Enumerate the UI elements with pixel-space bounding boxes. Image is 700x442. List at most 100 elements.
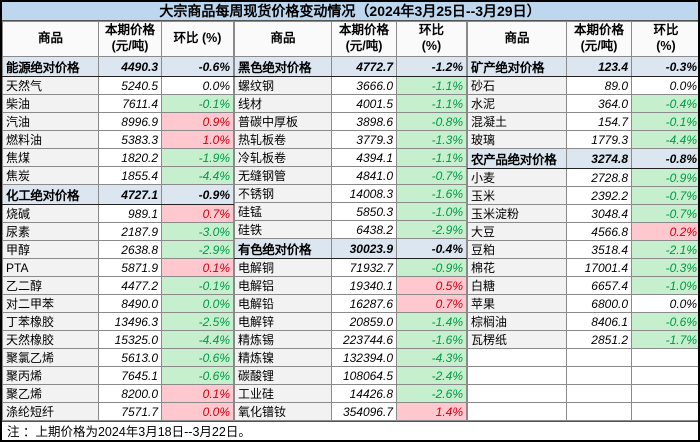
change-cell: -0.3% [631,56,698,77]
commodity-cell: 聚乙烯 [2,384,99,403]
price-cell: 4566.8 [566,222,632,241]
commodity-cell: 玉米淀粉 [467,204,567,223]
commodity-cell: 燃料油 [2,130,99,149]
commodity-cell [467,384,567,403]
commodity-cell: 玉米 [467,186,567,205]
change-cell: -1.3% [396,130,467,149]
commodity-header: 商品 [2,21,99,57]
change-cell: -0.3% [631,258,698,277]
commodity-cell: 天然气 [2,76,99,95]
table-row: 大豆 4566.8 0.2% [467,222,698,241]
table-row: 电解铜 71932.7 -0.9% [234,258,467,277]
price-cell: 2728.8 [566,168,632,187]
table-row: 对二甲苯 8490.0 0.0% [2,294,234,313]
commodity-cell: 硅锰 [234,202,332,221]
price-cell: 13496.3 [98,312,162,331]
table-row: 玉米 2392.2 -0.7% [467,186,698,205]
price-cell: 5613.0 [98,348,162,367]
change-cell: -2.4% [396,366,467,385]
table-row: 电解铅 16287.6 0.7% [234,294,467,313]
commodity-cell: 焦煤 [2,148,99,167]
section-row: 农产品绝对价格 3274.8 -0.8% [467,148,698,169]
commodity-cell: 棉花 [467,258,567,277]
price-header: 本期价格 (元/吨) [98,21,162,57]
commodity-cell: 热轧板卷 [234,130,332,149]
change-cell: 1.0% [161,130,234,149]
change-cell: -2.1% [631,240,698,259]
price-cell: 354096.7 [331,402,397,421]
footer-note: 注 ：上期价格为2024年3月18日--3月22日。 [2,421,698,440]
change-cell: -0.6% [631,312,698,331]
price-cell: 223744.6 [331,330,397,349]
header-row: 商品 本期价格 (元/吨) 环比 (%) [234,21,467,57]
table-row: 燃料油 5383.3 1.0% [2,130,234,149]
commodity-cell: 工业硅 [234,384,332,403]
price-cell: 154.7 [566,112,632,131]
commodity-cell: 甲醇 [2,240,99,259]
table-row: 电解铝 19340.1 0.5% [234,276,467,295]
price-cell: 2851.2 [566,330,632,349]
change-cell: 0.7% [396,294,467,313]
change-cell: -4.3% [396,348,467,367]
table-groups: 商品 本期价格 (元/吨) 环比 (%) 能源绝对价格 4490.3 -0.6% 天然… [2,21,698,421]
table-row: 聚氯乙烯 5613.0 -0.6% [2,348,234,367]
change-cell: -0.9% [161,184,234,205]
table-row: 硅锰 5850.3 -1.0% [234,202,467,221]
price-cell: 1820.2 [98,148,162,167]
commodity-cell: 涤纶短纤 [2,402,99,421]
price-cell: 4841.0 [331,166,397,185]
change-header: 环比 (%) [631,21,698,57]
table-row: 工业硅 14426.8 -2.6% [234,384,467,403]
change-cell: 0.0% [631,294,698,313]
change-cell: 0.0% [631,76,698,95]
commodity-cell: 豆粕 [467,240,567,259]
price-cell: 8406.1 [566,312,632,331]
change-cell: 0.0% [161,294,234,313]
commodity-cell: 电解铝 [234,276,332,295]
price-cell: 4490.3 [98,56,162,77]
table-row: 焦炭 1855.4 -4.4% [2,166,234,185]
price-cell: 2187.9 [98,222,162,241]
price-cell: 71932.7 [331,258,397,277]
price-cell: 4727.1 [98,184,162,205]
price-cell: 89.0 [566,76,632,95]
price-cell: 108064.5 [331,366,397,385]
table-row [467,402,698,421]
table-row: 丁苯橡胶 13496.3 -2.5% [2,312,234,331]
commodity-cell: 电解锌 [234,312,332,331]
group-table-mineral-agricultural: 商品 本期价格 (元/吨) 环比 (%) 矿产绝对价格 123.4 -0.3% 砂石 8… [467,21,698,421]
price-cell: 19340.1 [331,276,397,295]
commodity-cell: 对二甲苯 [2,294,99,313]
commodity-cell [467,366,567,385]
table-row: 烧碱 989.1 0.7% [2,204,234,223]
price-cell: 1779.3 [566,130,632,149]
table-row: 聚乙烯 8200.0 0.1% [2,384,234,403]
section-row: 化工绝对价格 4727.1 -0.9% [2,184,234,205]
price-cell: 364.0 [566,94,632,113]
change-cell: 0.0% [161,402,234,421]
table-title: 大宗商品每周现货价格变动情况（2024年3月25日--3月29日） [2,2,698,21]
change-cell: -0.9% [631,168,698,187]
change-cell: 0.7% [161,204,234,223]
commodity-cell: 玻璃 [467,130,567,149]
table-row: PTA 5871.9 0.1% [2,258,234,277]
price-cell [566,366,632,385]
price-cell: 14426.8 [331,384,397,403]
table-row: 聚丙烯 7645.1 -0.6% [2,366,234,385]
group-table-ferrous-nonferrous: 商品 本期价格 (元/吨) 环比 (%) 黑色绝对价格 4772.7 -1.2% 螺纹… [234,21,467,421]
commodity-cell: 线材 [234,94,332,113]
change-cell: -1.9% [161,148,234,167]
change-cell: -1.1% [396,94,467,113]
commodity-cell: 苹果 [467,294,567,313]
commodity-cell: 碳酸锂 [234,366,332,385]
table-row: 棕榈油 8406.1 -0.6% [467,312,698,331]
change-cell: -0.4% [396,238,467,259]
section-row: 能源绝对价格 4490.3 -0.6% [2,56,234,77]
header-row: 商品 本期价格 (元/吨) 环比 (%) [467,21,698,57]
commodity-cell: 汽油 [2,112,99,131]
price-cell [566,348,632,367]
change-cell: -1.1% [396,76,467,95]
change-cell [631,366,698,385]
change-cell: -0.1% [161,276,234,295]
